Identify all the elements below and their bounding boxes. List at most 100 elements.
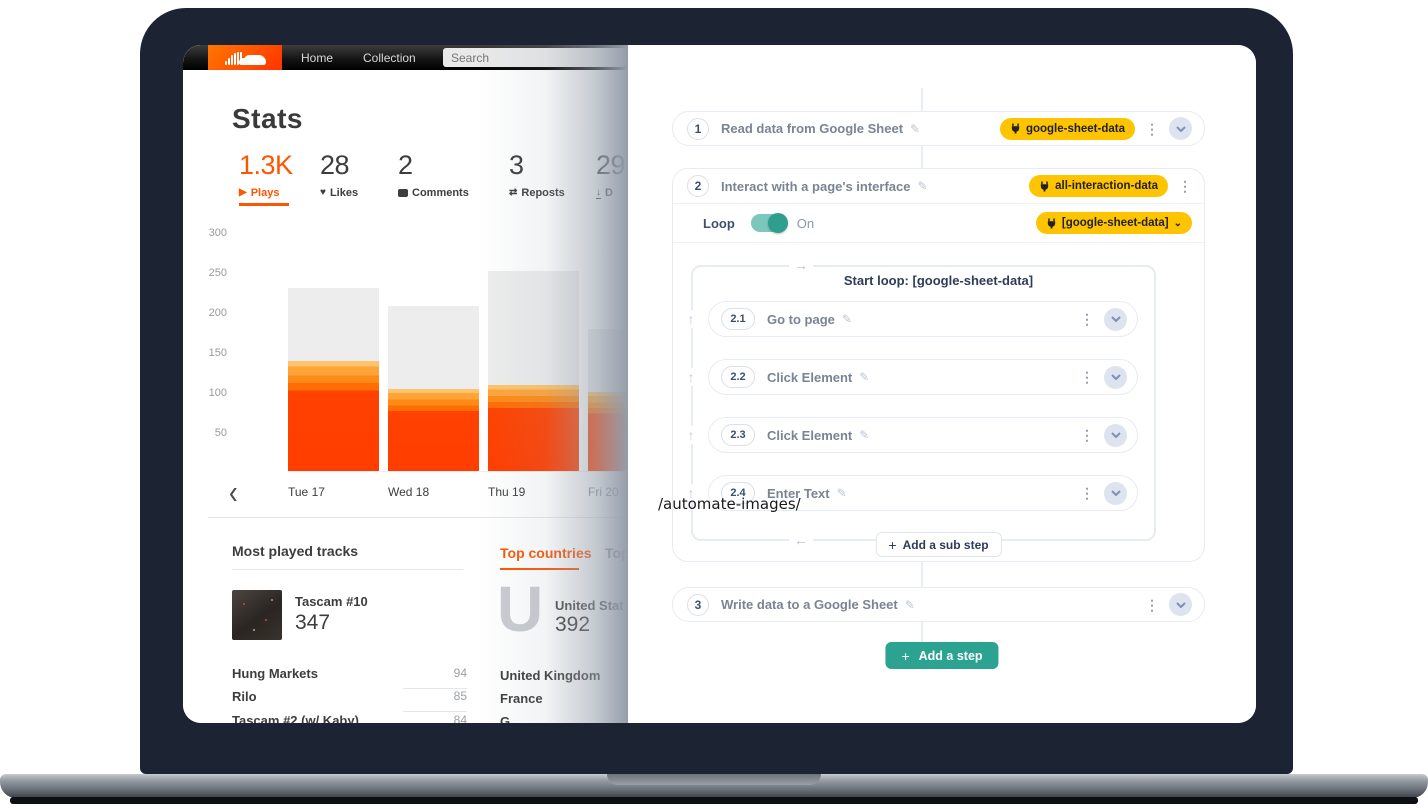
kebab-menu-icon[interactable]: ⋮ [1178,178,1192,194]
bar-highlight-segment [588,391,628,471]
top-country-value: 392 [555,613,591,636]
x-axis-label: Wed 18 [388,485,430,499]
expand-chevron-button[interactable] [1104,423,1127,447]
x-axis-label: Tue 17 [288,485,325,499]
downloads-count: 29 [596,150,626,180]
track-artwork[interactable] [232,590,282,640]
edit-pencil-icon[interactable]: ✎ [841,312,852,326]
row-divider [403,711,467,712]
metric-comments[interactable]: 2 Comments [398,150,469,199]
comments-label: Comments [412,187,469,199]
substep-number: 2.3 [721,424,755,446]
expand-chevron-button[interactable] [1169,117,1192,140]
tab-top-countries[interactable]: Top countries [500,545,592,561]
track-plays-value: 85 [453,689,467,703]
badge-label: all-interaction-data [1055,180,1158,192]
substep-number: 2.1 [721,308,755,330]
badge-label: google-sheet-data [1025,122,1125,135]
track-row[interactable]: Rilo 85 [232,689,467,704]
bar-total-segment [588,329,628,392]
most-played-underline [232,569,463,570]
y-axis-tick: 150 [208,347,227,359]
y-axis-tick: 250 [208,267,227,279]
step-2-header[interactable]: 2 Interact with a page's interface ✎ all… [673,169,1204,204]
nav-item-collection[interactable]: Collection [363,50,416,65]
step-card-3[interactable]: 3 Write data to a Google Sheet ✎ ⋮ [672,587,1205,622]
soundcloud-logo[interactable] [208,45,282,70]
edit-pencil-icon[interactable]: ✎ [904,597,915,612]
kebab-menu-icon[interactable]: ⋮ [1080,485,1094,501]
search-input[interactable] [443,48,626,67]
kebab-menu-icon[interactable]: ⋮ [1080,311,1094,327]
tab-top-other[interactable]: Top [605,545,628,561]
row-divider [403,688,467,689]
chart-bar[interactable] [488,271,579,471]
bar-highlight-segment [288,361,379,471]
edit-pencil-icon[interactable]: ✎ [917,179,928,193]
edit-pencil-icon[interactable]: ✎ [859,428,870,442]
step-number: 2 [687,175,709,197]
substep-title: Click Element [767,427,853,443]
data-token-badge[interactable]: google-sheet-data [999,117,1135,140]
metric-downloads[interactable]: 29 ↓ D [596,150,626,199]
kebab-menu-icon[interactable]: ⋮ [1080,369,1094,385]
chart-bar[interactable] [588,329,628,471]
track-row[interactable]: Hung Markets 94 [232,666,467,681]
metric-reposts[interactable]: 3 ⇄ Reposts [509,150,565,199]
add-sub-step-button[interactable]: + Add a sub step [875,532,1002,557]
plug-icon [1011,123,1020,134]
expand-chevron-button[interactable] [1104,307,1127,331]
nav-item-home[interactable]: Home [301,50,334,65]
download-icon: ↓ [596,186,601,199]
downloads-label: D [605,187,613,199]
soundcloud-stats-page: Home Collection Stats 1.3K ▶ Plays 28 ♥ … [183,45,628,723]
broken-image-alt-text: /automate-images/ [658,495,801,513]
loop-data-dropdown[interactable]: [google-sheet-data] ⌄ [1035,212,1192,234]
add-step-button[interactable]: + Add a step [885,642,999,669]
metric-likes[interactable]: 28 ♥ Likes [320,150,358,199]
bar-highlight-segment [388,389,479,471]
comments-count: 2 [398,150,413,180]
substep-card-2-3[interactable]: 2.3 Click Element ✎ ⋮ [708,417,1138,453]
track-plays-value: 94 [453,666,467,680]
kebab-menu-icon[interactable]: ⋮ [1145,596,1159,613]
step-number: 1 [687,117,709,140]
badge-label: [google-sheet-data] [1061,217,1169,229]
country-letter-avatar: U [497,573,544,645]
expand-chevron-button[interactable] [1104,365,1127,389]
plus-icon: + [901,647,910,664]
expand-chevron-button[interactable] [1169,593,1192,616]
laptop-base [0,774,1428,798]
substep-title: Enter Text [767,485,830,501]
top-track-name[interactable]: Tascam #10 [295,594,368,609]
loop-toggle[interactable] [750,213,788,233]
substep-card-2-1[interactable]: 2.1 Go to page ✎ ⋮ [708,301,1138,337]
chart-bar[interactable] [388,306,479,471]
step-card-1[interactable]: 1 Read data from Google Sheet ✎ google-s… [672,111,1205,146]
section-divider [208,517,628,518]
workflow-panel: /automate-images/ 1 Read data from Googl… [628,45,1256,723]
bar-total-segment [488,271,579,385]
substep-card-2-2[interactable]: 2.2 Click Element ✎ ⋮ [708,359,1138,395]
step-title: Read data from Google Sheet [721,121,904,136]
y-axis-tick: 50 [214,427,227,439]
edit-pencil-icon[interactable]: ✎ [836,486,847,500]
kebab-menu-icon[interactable]: ⋮ [1080,427,1094,443]
loop-enter-arrow: → [789,258,813,272]
loop-up-arrow: ↑ [682,484,700,502]
data-token-badge[interactable]: all-interaction-data [1029,175,1168,197]
track-name: Rilo [232,689,257,704]
chart-bar[interactable] [288,287,379,471]
expand-chevron-button[interactable] [1104,481,1127,505]
substep-card-2-4[interactable]: 2.4 Enter Text ✎ ⋮ [708,475,1138,511]
track-name: Tascam #2 (w/ Kaby) [232,713,359,723]
chart-prev-button[interactable]: ‹ [229,472,238,512]
kebab-menu-icon[interactable]: ⋮ [1145,120,1159,137]
edit-pencil-icon[interactable]: ✎ [910,121,921,136]
substep-title: Go to page [767,311,835,327]
reposts-label: Reposts [521,187,565,199]
metric-plays[interactable]: 1.3K ▶ Plays [239,150,293,206]
edit-pencil-icon[interactable]: ✎ [859,370,870,384]
track-row[interactable]: Tascam #2 (w/ Kaby) 84 [232,713,467,723]
track-plays-value: 84 [453,713,467,723]
